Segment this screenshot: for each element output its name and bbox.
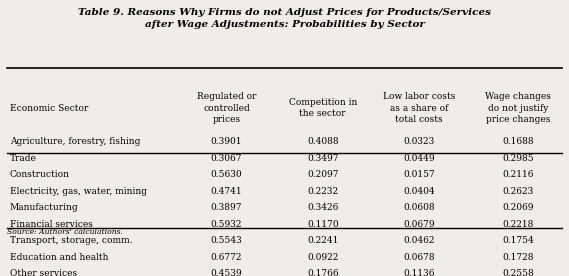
Text: 0.0157: 0.0157 [403,170,435,179]
Text: 0.0462: 0.0462 [403,236,435,245]
Text: 0.2116: 0.2116 [502,170,534,179]
Text: 0.2985: 0.2985 [502,154,534,163]
Text: 0.2241: 0.2241 [307,236,339,245]
Text: 0.0678: 0.0678 [403,253,435,262]
Text: 0.1766: 0.1766 [307,269,339,276]
Text: 0.4088: 0.4088 [307,137,339,147]
Text: Trade: Trade [10,154,37,163]
Text: Education and health: Education and health [10,253,108,262]
Text: 0.2218: 0.2218 [502,220,534,229]
Text: 0.0922: 0.0922 [307,253,339,262]
Text: 0.4539: 0.4539 [211,269,242,276]
Text: 0.5932: 0.5932 [211,220,242,229]
Text: Construction: Construction [10,170,70,179]
Text: Table 9. Reasons Why Firms do not Adjust Prices for Products/Services
after Wage: Table 9. Reasons Why Firms do not Adjust… [78,8,491,29]
Text: Regulated or
controlled
prices: Regulated or controlled prices [197,92,256,124]
Text: Competition in
the sector: Competition in the sector [288,98,357,118]
Text: 0.2069: 0.2069 [502,203,534,213]
Text: 0.6772: 0.6772 [211,253,242,262]
Text: Transport, storage, comm.: Transport, storage, comm. [10,236,133,245]
Text: 0.5630: 0.5630 [211,170,242,179]
Text: 0.0679: 0.0679 [403,220,435,229]
Text: 0.3497: 0.3497 [307,154,339,163]
Text: Agriculture, forestry, fishing: Agriculture, forestry, fishing [10,137,140,147]
Text: 0.0608: 0.0608 [403,203,435,213]
Text: 0.1136: 0.1136 [403,269,435,276]
Text: Other services: Other services [10,269,77,276]
Text: 0.3426: 0.3426 [307,203,339,213]
Text: 0.1754: 0.1754 [502,236,534,245]
Text: Economic Sector: Economic Sector [10,104,88,113]
Text: Manufacturing: Manufacturing [10,203,79,213]
Text: 0.0449: 0.0449 [403,154,435,163]
Text: 0.0323: 0.0323 [403,137,435,147]
Text: Low labor costs
as a share of
total costs: Low labor costs as a share of total cost… [383,92,455,124]
Text: 0.3901: 0.3901 [211,137,242,147]
Text: 0.1688: 0.1688 [502,137,534,147]
Text: 0.4741: 0.4741 [211,187,242,196]
Text: Source: Authors' calculations.: Source: Authors' calculations. [7,229,123,237]
Text: 0.2232: 0.2232 [307,187,339,196]
Text: 0.5543: 0.5543 [211,236,242,245]
Text: 0.0404: 0.0404 [403,187,435,196]
Text: Financial services: Financial services [10,220,93,229]
Text: 0.3067: 0.3067 [211,154,242,163]
Text: 0.2097: 0.2097 [307,170,339,179]
Text: 0.2558: 0.2558 [502,269,534,276]
Text: 0.1170: 0.1170 [307,220,339,229]
Text: 0.2623: 0.2623 [502,187,534,196]
Text: Electricity, gas, water, mining: Electricity, gas, water, mining [10,187,147,196]
Text: 0.3897: 0.3897 [211,203,242,213]
Text: 0.1728: 0.1728 [502,253,534,262]
Text: Wage changes
do not justify
price changes: Wage changes do not justify price change… [485,92,551,124]
